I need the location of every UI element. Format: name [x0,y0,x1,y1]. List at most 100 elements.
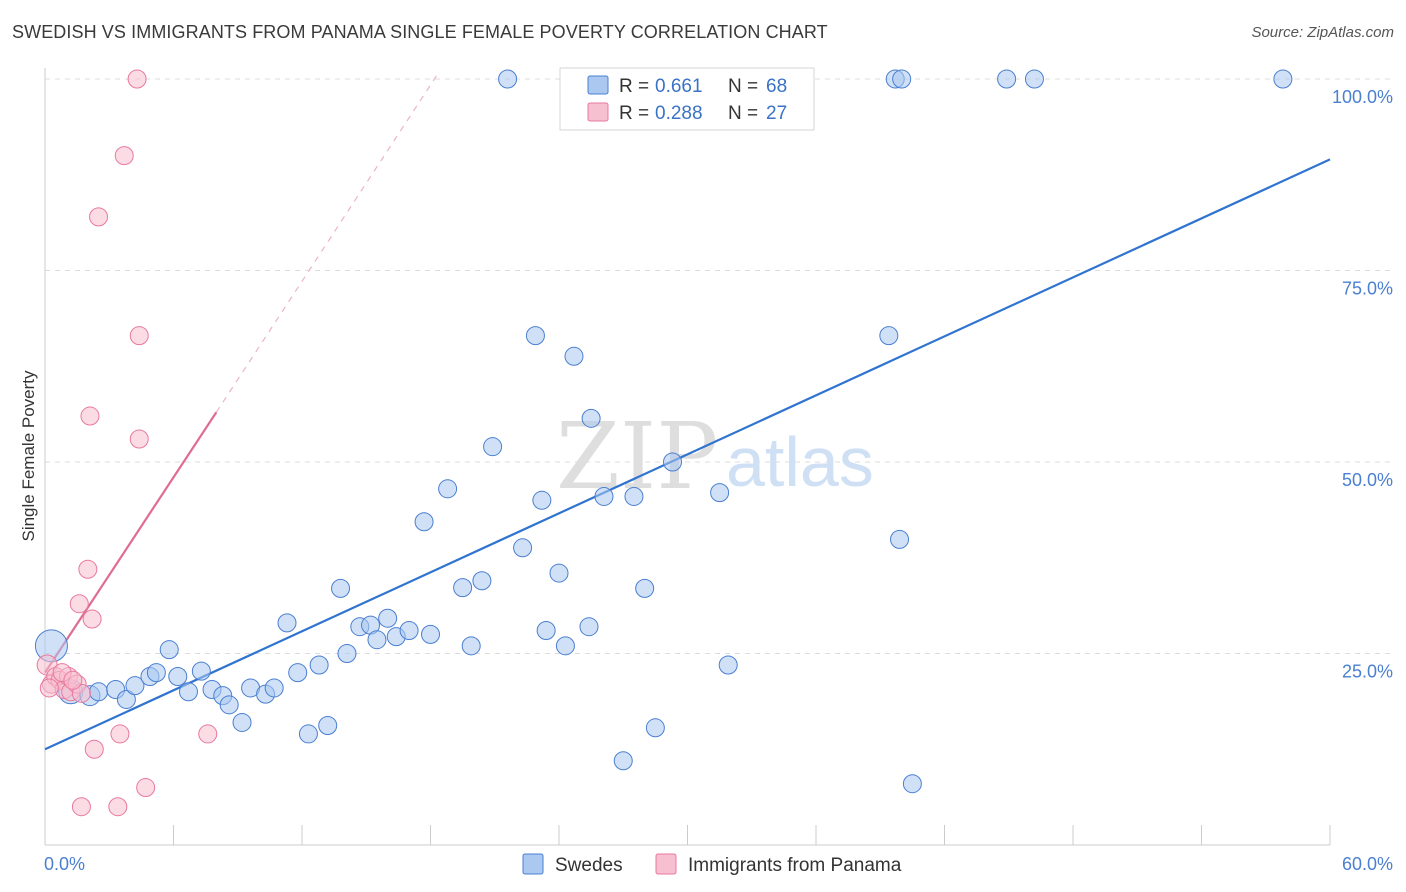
point-swedes [264,678,284,698]
point-panama [84,739,104,759]
point-swedes [613,751,633,771]
point-swedes [997,69,1017,89]
point-swedes [337,644,357,663]
point-swedes [125,676,145,696]
point-swedes [710,483,730,503]
point-swedes [309,655,329,675]
bottom-legend-panama: Immigrants from Panama [688,855,902,876]
y-tick-label: 100.0% [1332,87,1393,107]
legend-swatch-panama [587,102,609,122]
point-swedes [525,326,545,346]
point-swedes [116,689,136,709]
x-tick-labels: 0.0% 60.0% [44,854,1393,874]
point-panama [114,146,134,166]
bottom-legend-swatch-swedes [522,853,544,875]
point-swedes [532,490,552,510]
point-swedes [453,578,473,598]
point-swedes [624,486,644,506]
point-swedes [399,621,419,641]
point-swedes [89,682,109,702]
point-swedes [483,437,503,457]
point-swedes [718,655,738,675]
point-swedes [579,617,599,637]
point-panama [129,326,149,346]
point-panama [110,724,130,744]
point-panama [198,724,218,744]
legend-swatch-swedes [587,75,609,95]
point-swedes [318,716,338,736]
point-swedes [378,608,398,628]
axes [44,68,1331,846]
point-swedes [367,630,387,650]
point-panama [69,594,89,614]
legend-r-value-2: 0.288 [655,103,703,124]
correlation-legend: R = 0.661 N = 68 R = 0.288 N = 27 [559,67,815,131]
legend-r-label-2: R = [619,103,649,124]
point-panama [39,678,59,698]
legend-r-value-1: 0.661 [655,76,703,97]
point-swedes [536,621,556,641]
point-panama [71,797,91,817]
y-tick-label: 50.0% [1342,470,1393,490]
point-panama [89,207,109,227]
point-swedes [555,636,575,656]
bottom-legend-swatch-panama [655,853,677,875]
point-panama [129,429,149,449]
y-tick-label: 25.0% [1342,662,1393,682]
point-swedes [1273,69,1293,89]
point-swedes [168,666,188,686]
source-credit: Source: ZipAtlas.com [1251,24,1394,41]
point-swedes [890,529,910,549]
point-panama [63,670,83,690]
y-tick-labels: 25.0% 50.0% 75.0% 100.0% [1332,87,1393,682]
point-swedes [414,512,434,532]
legend-n-value-2: 27 [766,103,787,124]
point-swedes [564,346,584,366]
bottom-legend-swedes: Swedes [555,855,623,876]
point-panama [80,406,100,426]
point-swedes [663,452,683,472]
point-swedes [288,663,308,683]
point-swedes [277,613,297,633]
point-swedes [892,69,912,89]
point-swedes [178,682,198,702]
point-swedes [902,774,922,794]
trend-line-panama [44,411,218,674]
point-swedes [549,563,569,583]
y-axis-label: Single Female Poverty [19,370,38,542]
point-swedes [879,326,899,346]
point-swedes [146,663,166,683]
legend-n-label-2: N = [728,103,758,124]
point-swedes [461,636,481,656]
trend-line-panama-extension [215,74,438,413]
legend-n-label-1: N = [728,76,758,97]
watermark: ZIP atlas [556,403,874,510]
x-tick-label: 0.0% [44,854,85,874]
point-swedes [219,695,239,715]
point-swedes [472,571,492,591]
legend-n-value-1: 68 [766,76,787,97]
data-points [34,69,1293,817]
point-panama [82,609,102,629]
grid-lines [45,78,1395,654]
point-swedes [298,724,318,744]
point-swedes [438,479,458,499]
point-panama [127,69,147,89]
point-swedes [498,69,518,89]
legend-r-label-1: R = [619,76,649,97]
point-swedes [232,712,252,732]
point-swedes [191,661,211,681]
x-tick-label: 60.0% [1342,854,1393,874]
point-panama [78,559,98,579]
y-tick-label: 75.0% [1342,279,1393,299]
point-panama [136,778,156,798]
point-swedes [159,640,179,660]
point-swedes [594,486,614,506]
point-panama [108,797,128,817]
point-swedes [1024,69,1044,89]
chart-title: SWEDISH VS IMMIGRANTS FROM PANAMA SINGLE… [12,22,828,42]
point-swedes [645,718,665,738]
point-swedes [331,578,351,598]
point-swedes [635,578,655,598]
